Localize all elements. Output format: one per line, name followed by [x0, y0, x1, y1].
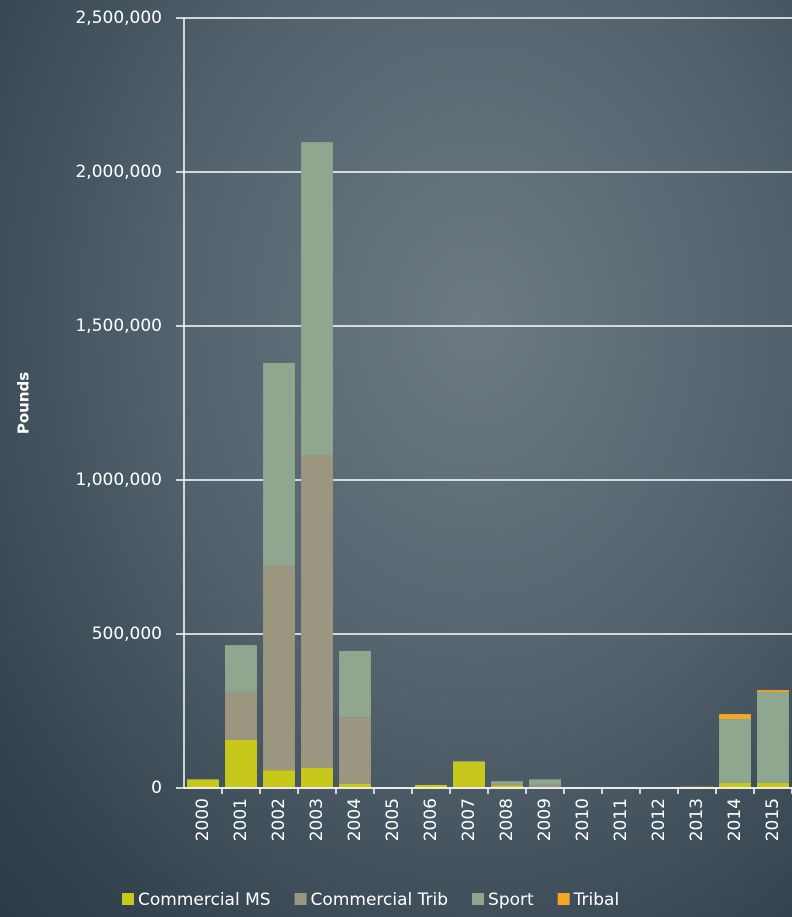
bar-segment [339, 717, 371, 784]
x-tick-label: 2000 [193, 798, 213, 841]
y-tick-label: 1,000,000 [75, 470, 162, 490]
bar-segment [757, 691, 789, 783]
x-tick-label: 2015 [763, 798, 783, 841]
bar-segment [263, 770, 295, 788]
bar-segment [719, 714, 751, 720]
legend-swatch [294, 893, 307, 905]
x-tick-label: 2012 [649, 798, 669, 841]
bar-segment [719, 782, 751, 788]
bar-segment [757, 690, 789, 692]
bar-segment [301, 767, 333, 788]
legend-label: Commercial Trib [311, 890, 448, 910]
bar-segment [225, 691, 257, 740]
bar-segment [225, 645, 257, 692]
x-tick-label: 2004 [345, 798, 365, 841]
bar-segment [301, 455, 333, 768]
x-tick-label: 2010 [573, 798, 593, 841]
bar-segment [453, 761, 485, 788]
x-tick-label: 2007 [459, 798, 479, 841]
y-tick-label: 500,000 [92, 624, 162, 644]
y-tick-label: 1,500,000 [75, 316, 162, 336]
bar-segment [453, 760, 485, 762]
y-tick-label: 2,500,000 [75, 8, 162, 28]
x-tick-label: 2014 [725, 798, 745, 841]
legend-swatch [557, 893, 570, 905]
bar-segment [263, 565, 295, 771]
bar-segment [491, 785, 523, 788]
legend-swatch [122, 893, 134, 905]
x-tick-label: 2005 [383, 798, 403, 841]
bar-segment [529, 779, 561, 785]
bar-segment [491, 781, 523, 784]
x-tick-label: 2013 [687, 798, 707, 841]
x-tick-label: 2008 [497, 798, 517, 841]
bar-segment [415, 784, 447, 788]
bar-segment [757, 782, 789, 788]
bar-segment [225, 739, 257, 788]
y-axis-label: Pounds [15, 372, 33, 434]
x-tick-label: 2002 [269, 798, 289, 841]
x-tick-label: 2001 [231, 798, 251, 841]
y-tick-label: 2,000,000 [75, 162, 162, 182]
bar-segment [263, 362, 295, 566]
bar-segment [339, 650, 371, 718]
x-tick-label: 2003 [307, 798, 327, 841]
legend-swatch [472, 893, 485, 905]
bar-segment [187, 779, 219, 788]
bar-segment [719, 719, 751, 783]
legend-label: Sport [488, 890, 534, 910]
x-tick-label: 2009 [535, 798, 555, 841]
x-tick-label: 2011 [611, 798, 631, 841]
bar-segment [339, 783, 371, 788]
bar-segment [529, 784, 561, 788]
y-tick-label: 0 [151, 778, 162, 798]
bar-segment [491, 783, 523, 786]
bar-segment [301, 142, 333, 456]
legend-label: Commercial MS [138, 890, 271, 910]
x-tick-label: 2006 [421, 798, 441, 841]
legend-label: Tribal [573, 890, 620, 910]
